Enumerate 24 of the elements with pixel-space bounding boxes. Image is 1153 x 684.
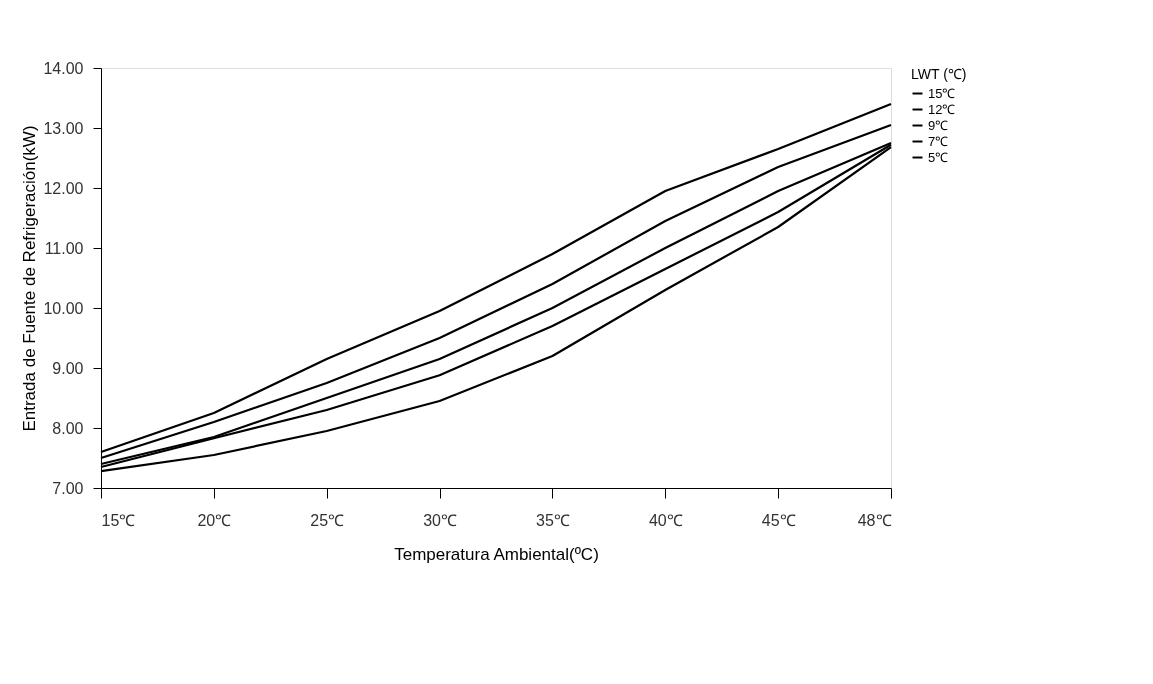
legend-label: 5℃ — [928, 149, 949, 165]
x-axis-title: Temperatura Ambiental(ºC) — [394, 544, 599, 564]
x-tick-label: 35℃ — [536, 511, 570, 529]
x-tick-label: 30℃ — [423, 511, 457, 529]
legend-title: LWT (℃) — [911, 66, 967, 82]
y-tick-label: 12.00 — [43, 179, 84, 197]
legend-label: 12℃ — [928, 101, 956, 117]
y-tick-label: 13.00 — [43, 119, 84, 137]
y-axis-title: Entrada de Fuente de Refrigeración(kW) — [20, 125, 40, 432]
y-tick-label: 9.00 — [52, 359, 84, 377]
legend-label: 7℃ — [928, 133, 949, 149]
x-tick-label: 20℃ — [197, 511, 232, 529]
x-tick-label: 40℃ — [648, 511, 683, 529]
y-tick-label: 7.00 — [52, 479, 84, 497]
y-tick-label: 14.00 — [43, 59, 84, 77]
y-tick-label: 11.00 — [44, 239, 84, 257]
x-tick-label: 15℃ — [101, 511, 136, 529]
legend-label: 15℃ — [928, 85, 956, 101]
x-tick-label: 48℃ — [857, 511, 892, 529]
x-tick-label: 45℃ — [761, 511, 796, 529]
legend-label: 9℃ — [928, 117, 949, 133]
y-tick-label: 8.00 — [52, 419, 84, 437]
y-tick-label: 10.00 — [43, 299, 84, 317]
x-tick-label: 25℃ — [310, 511, 345, 529]
